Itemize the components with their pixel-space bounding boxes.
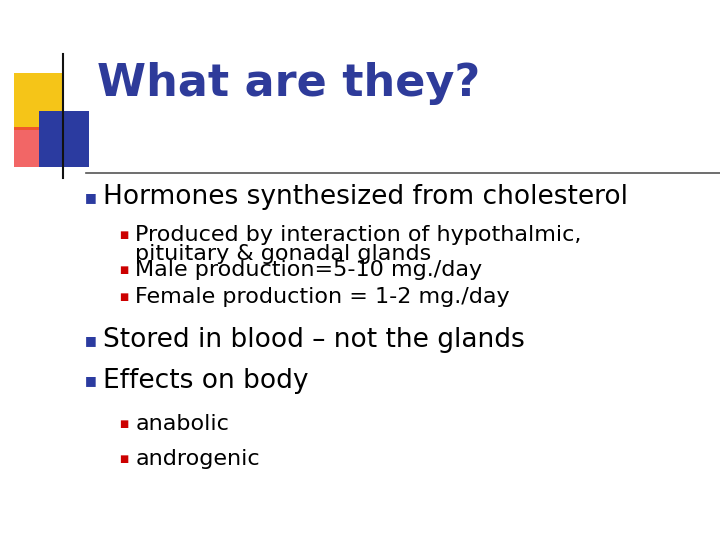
Text: ■: ■ — [119, 419, 128, 429]
Bar — [14, 127, 49, 167]
Text: Female production = 1-2 mg./day: Female production = 1-2 mg./day — [135, 287, 510, 307]
Bar — [14, 73, 63, 130]
Text: What are they?: What are they? — [97, 62, 480, 105]
Text: ■: ■ — [119, 230, 128, 240]
Text: pituitary & gonadal glands: pituitary & gonadal glands — [135, 244, 431, 264]
Text: ■: ■ — [85, 191, 96, 204]
Text: anabolic: anabolic — [135, 414, 229, 434]
Text: ■: ■ — [119, 265, 128, 275]
Text: Male production=5-10 mg./day: Male production=5-10 mg./day — [135, 260, 482, 280]
Text: ■: ■ — [85, 374, 96, 387]
Text: Hormones synthesized from cholesterol: Hormones synthesized from cholesterol — [103, 184, 628, 210]
Text: Produced by interaction of hypothalmic,: Produced by interaction of hypothalmic, — [135, 225, 582, 245]
Text: Stored in blood – not the glands: Stored in blood – not the glands — [103, 327, 525, 353]
Text: androgenic: androgenic — [135, 449, 260, 469]
Text: ■: ■ — [119, 454, 128, 464]
Text: Effects on body: Effects on body — [103, 368, 308, 394]
Text: ■: ■ — [85, 334, 96, 347]
Text: ■: ■ — [119, 292, 128, 302]
Bar — [39, 111, 89, 167]
